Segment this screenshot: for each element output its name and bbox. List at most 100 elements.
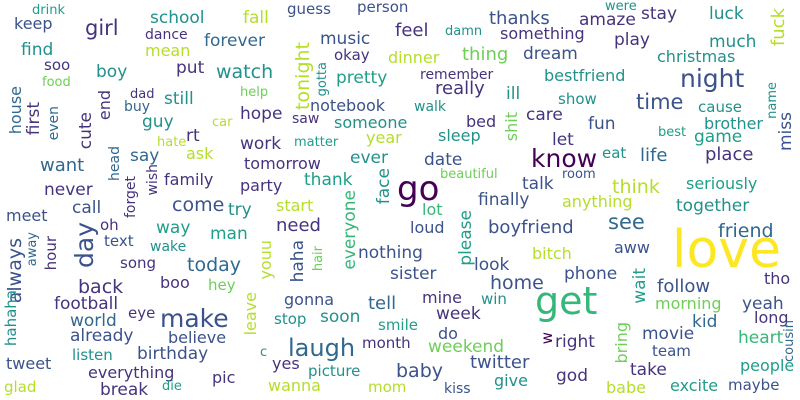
- word-still: still: [164, 89, 194, 109]
- word-really: really: [435, 78, 485, 99]
- word-finally: finally: [478, 190, 530, 210]
- word-even: even: [46, 106, 62, 141]
- word-pic: pic: [212, 368, 236, 387]
- word-beautiful: beautiful: [440, 167, 498, 182]
- word-think: think: [612, 176, 660, 198]
- word-nothing: nothing: [358, 243, 423, 263]
- word-loud: loud: [410, 218, 445, 237]
- word-oh: oh: [100, 216, 119, 234]
- word-tell: tell: [368, 293, 397, 314]
- word-mean: mean: [145, 41, 191, 60]
- word-christmas: christmas: [657, 47, 736, 66]
- word-die: die: [162, 379, 182, 394]
- word-start: start: [276, 196, 314, 215]
- word-family: family: [164, 170, 214, 189]
- word-make: make: [160, 304, 229, 333]
- word-hate: hate: [157, 135, 187, 150]
- word-dance: dance: [145, 27, 188, 43]
- word-birthday: birthday: [137, 344, 209, 364]
- word-time: time: [636, 90, 684, 114]
- word-rt: rt: [186, 126, 200, 146]
- word-never: never: [44, 180, 93, 200]
- word-something: something: [500, 24, 585, 43]
- word-ask: ask: [186, 144, 214, 163]
- word-thing: thing: [462, 44, 509, 65]
- word-mom: mom: [368, 378, 407, 396]
- word-hey: hey: [208, 276, 236, 294]
- word-lot: lot: [422, 200, 443, 219]
- word-believe: believe: [168, 328, 227, 347]
- word-luck: luck: [709, 4, 744, 24]
- word-best: best: [658, 125, 687, 140]
- word-year: year: [366, 128, 402, 147]
- word-tweet: tweet: [6, 354, 52, 373]
- word-bitch: bitch: [532, 244, 572, 263]
- word-heart: heart: [738, 328, 784, 348]
- word-together: together: [676, 196, 750, 216]
- word-sleep: sleep: [438, 126, 481, 145]
- word-pretty: pretty: [336, 68, 388, 88]
- word-room: room: [562, 167, 596, 182]
- word-face: face: [374, 168, 394, 205]
- word-fall: fall: [243, 8, 269, 28]
- word-long: long: [754, 308, 789, 327]
- word-gotta: gotta: [315, 62, 330, 97]
- word-wanna: wanna: [268, 376, 321, 395]
- word-put: put: [176, 58, 205, 78]
- word-life: life: [640, 145, 668, 166]
- word-everything: everything: [88, 363, 175, 382]
- word-hair: hair: [311, 246, 326, 272]
- word-try: try: [228, 200, 252, 220]
- word-babe: babe: [606, 378, 646, 397]
- word-call: call: [72, 198, 102, 218]
- word-football: football: [54, 294, 119, 314]
- word-party: party: [240, 176, 283, 195]
- word-laugh: laugh: [288, 334, 356, 362]
- word-movie: movie: [642, 324, 695, 344]
- word-saw: saw: [292, 111, 320, 127]
- word-fuck: fuck: [768, 8, 789, 47]
- word-way: way: [156, 218, 191, 238]
- word-week: week: [436, 304, 481, 324]
- word-show: show: [558, 90, 597, 108]
- word-morning: morning: [655, 294, 722, 313]
- word-dinner: dinner: [388, 48, 440, 67]
- word-first: first: [24, 102, 44, 136]
- word-thanks: thanks: [489, 8, 550, 29]
- word-glad: glad: [4, 378, 37, 396]
- word-go: go: [397, 169, 440, 209]
- word-walk: walk: [414, 99, 447, 115]
- word-c: c: [260, 345, 268, 360]
- word-cause: cause: [698, 98, 742, 116]
- word-miss: miss: [776, 112, 796, 151]
- word-hope: hope: [240, 104, 283, 124]
- word-leave: leave: [241, 292, 260, 336]
- word-boo: boo: [160, 273, 190, 292]
- word-thank: thank: [304, 170, 353, 190]
- word-eat: eat: [602, 144, 627, 162]
- word-fun: fun: [588, 114, 616, 134]
- word-forever: forever: [204, 31, 265, 51]
- word-bring: bring: [612, 322, 631, 364]
- word-team: team: [652, 342, 691, 360]
- word-kiss: kiss: [444, 381, 471, 397]
- word-music: music: [320, 29, 371, 49]
- word-work: work: [240, 134, 282, 154]
- word-do: do: [438, 324, 458, 343]
- word-friend: friend: [718, 220, 774, 242]
- word-kid: kid: [692, 312, 718, 332]
- word-day: day: [70, 222, 99, 268]
- word-much: much: [709, 32, 757, 52]
- word-home: home: [490, 272, 544, 294]
- word-away: away: [25, 232, 40, 267]
- word-notebook: notebook: [310, 96, 386, 115]
- word-wait: wait: [630, 268, 650, 304]
- word-everyone: everyone: [340, 190, 360, 270]
- word-give: give: [494, 371, 528, 390]
- word-damn: damn: [445, 24, 483, 39]
- word-amaze: amaze: [579, 10, 636, 30]
- word-soo: soo: [44, 56, 71, 74]
- word-know: know: [531, 144, 598, 173]
- word-sister: sister: [390, 264, 437, 284]
